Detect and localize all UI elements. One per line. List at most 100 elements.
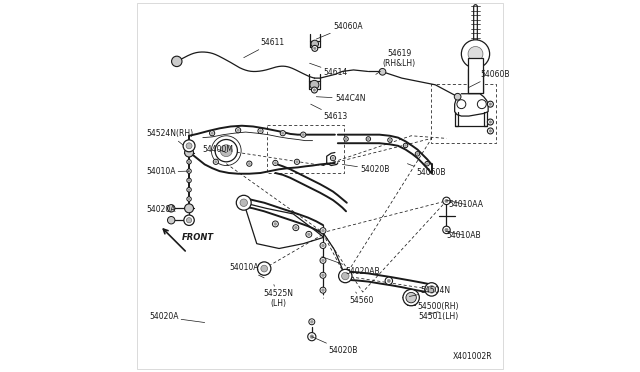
Circle shape [321, 259, 324, 262]
Circle shape [274, 222, 277, 225]
Circle shape [344, 137, 348, 141]
Circle shape [426, 163, 428, 165]
Circle shape [172, 56, 182, 67]
Circle shape [345, 138, 347, 140]
Text: 54613: 54613 [310, 104, 348, 121]
Circle shape [406, 292, 417, 303]
Circle shape [320, 257, 326, 263]
Circle shape [443, 197, 450, 205]
Circle shape [379, 68, 386, 75]
Circle shape [293, 225, 299, 231]
Circle shape [187, 160, 191, 164]
Circle shape [184, 204, 193, 213]
Circle shape [237, 129, 239, 131]
Circle shape [213, 159, 218, 164]
Circle shape [403, 289, 419, 306]
Circle shape [489, 121, 492, 124]
Circle shape [294, 226, 298, 229]
Circle shape [183, 140, 195, 152]
Text: X401002R: X401002R [453, 352, 493, 361]
Circle shape [388, 138, 392, 142]
Circle shape [248, 162, 251, 165]
Circle shape [489, 129, 492, 132]
Text: 54060A: 54060A [316, 22, 363, 39]
Circle shape [313, 89, 316, 92]
Circle shape [302, 133, 305, 136]
Text: 54010AB: 54010AB [445, 231, 481, 240]
Circle shape [211, 132, 213, 134]
Text: 54500(RH)
54501(LH): 54500(RH) 54501(LH) [417, 302, 459, 321]
Circle shape [468, 46, 483, 61]
Text: 54020B: 54020B [342, 164, 390, 174]
Circle shape [261, 265, 268, 272]
Circle shape [321, 274, 324, 277]
Circle shape [387, 279, 390, 283]
Circle shape [489, 103, 492, 106]
Circle shape [321, 244, 324, 247]
Circle shape [312, 45, 318, 51]
Circle shape [488, 128, 493, 134]
Circle shape [187, 169, 191, 173]
Circle shape [415, 152, 420, 156]
Circle shape [187, 197, 191, 201]
Circle shape [310, 335, 314, 339]
Circle shape [273, 221, 278, 227]
Circle shape [425, 161, 429, 166]
Circle shape [366, 137, 371, 141]
Circle shape [404, 144, 406, 147]
Circle shape [306, 231, 312, 237]
Circle shape [320, 243, 326, 248]
Circle shape [236, 195, 251, 210]
Circle shape [184, 215, 195, 225]
Circle shape [389, 139, 391, 141]
Circle shape [214, 161, 217, 163]
Circle shape [184, 148, 193, 157]
Circle shape [320, 287, 326, 293]
Circle shape [312, 87, 317, 93]
Text: 54010A: 54010A [146, 167, 189, 176]
Circle shape [188, 198, 190, 200]
Circle shape [187, 187, 191, 192]
Circle shape [330, 155, 335, 161]
Text: 54020A: 54020A [149, 312, 205, 323]
Text: 54060B: 54060B [408, 164, 446, 177]
Text: 54560: 54560 [349, 292, 373, 305]
Circle shape [417, 153, 419, 155]
Circle shape [307, 233, 310, 236]
Text: 54010AA: 54010AA [447, 200, 483, 209]
Circle shape [168, 217, 175, 224]
Circle shape [321, 289, 324, 292]
Circle shape [215, 140, 237, 162]
Circle shape [445, 228, 448, 231]
Text: 54020A: 54020A [146, 205, 184, 214]
Circle shape [273, 160, 278, 166]
Circle shape [385, 277, 392, 285]
Circle shape [428, 286, 435, 293]
Circle shape [320, 272, 326, 278]
Text: 54504N: 54504N [410, 286, 451, 296]
Circle shape [310, 80, 319, 89]
Circle shape [339, 269, 352, 283]
Circle shape [367, 138, 369, 140]
Circle shape [310, 320, 314, 323]
Circle shape [309, 319, 315, 325]
Text: 54524N(RH): 54524N(RH) [146, 129, 193, 145]
Circle shape [477, 100, 486, 109]
Text: 54020AB: 54020AB [322, 257, 380, 276]
Circle shape [188, 189, 190, 191]
Circle shape [342, 272, 349, 280]
Circle shape [280, 131, 285, 136]
Text: 54525N
(LH): 54525N (LH) [264, 285, 294, 308]
Circle shape [236, 128, 241, 133]
Circle shape [294, 159, 300, 164]
Circle shape [461, 40, 490, 68]
Text: 54400M: 54400M [203, 145, 234, 154]
Circle shape [186, 143, 192, 149]
Circle shape [188, 179, 190, 182]
Text: FRONT: FRONT [182, 233, 214, 242]
Text: 54611: 54611 [244, 38, 285, 58]
Circle shape [259, 129, 262, 132]
Text: 54619
(RH&LH): 54619 (RH&LH) [376, 49, 415, 74]
Circle shape [320, 228, 326, 234]
Circle shape [258, 128, 263, 134]
